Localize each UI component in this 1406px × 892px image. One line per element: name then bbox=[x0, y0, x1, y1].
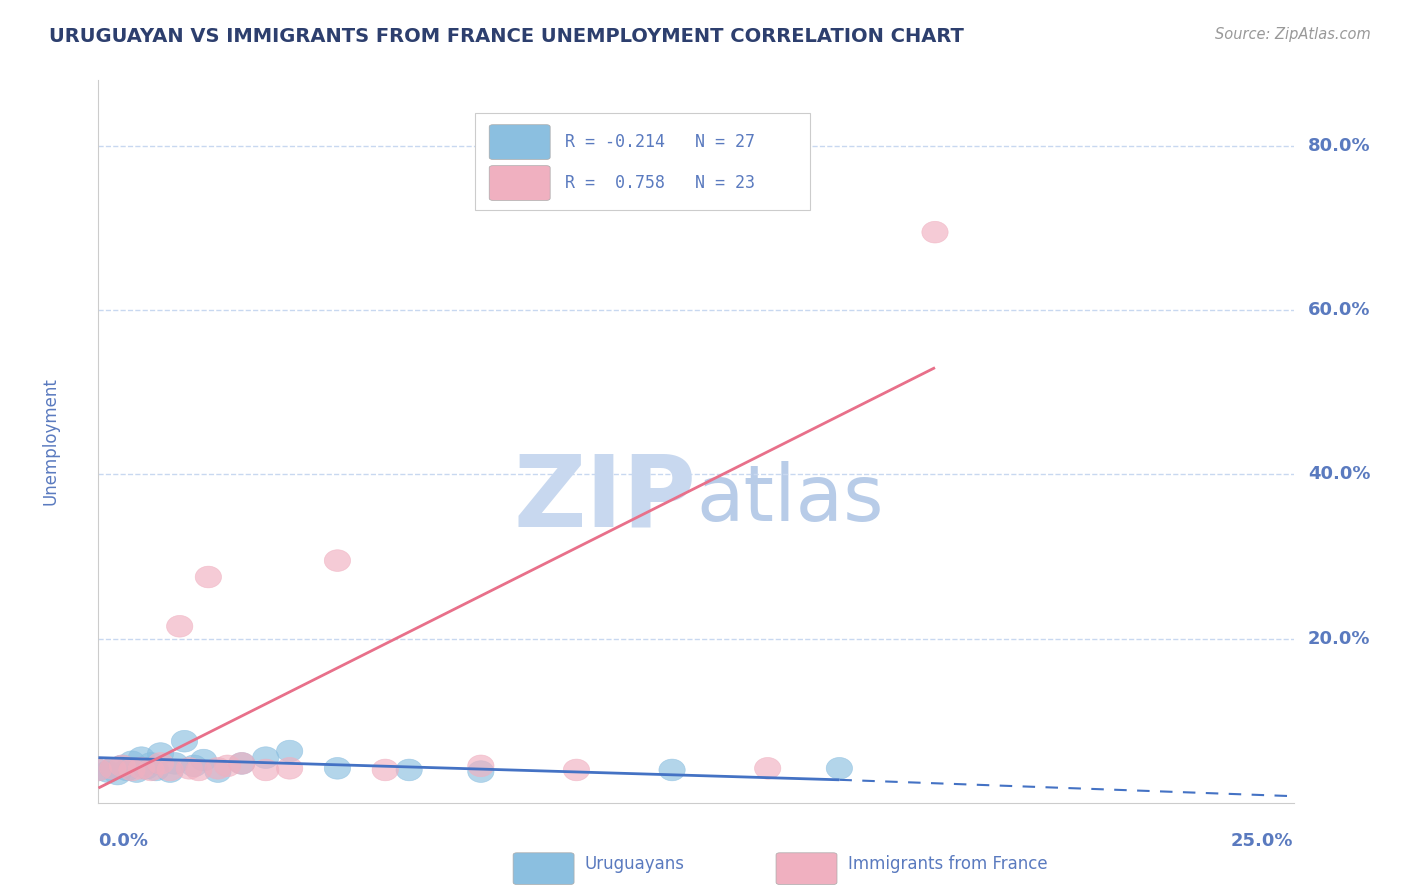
Ellipse shape bbox=[118, 751, 145, 772]
Ellipse shape bbox=[229, 753, 254, 774]
Ellipse shape bbox=[186, 759, 212, 780]
Ellipse shape bbox=[128, 747, 155, 769]
Ellipse shape bbox=[277, 740, 302, 762]
Ellipse shape bbox=[148, 743, 174, 764]
Ellipse shape bbox=[253, 747, 278, 769]
Ellipse shape bbox=[468, 755, 494, 777]
Ellipse shape bbox=[325, 757, 350, 779]
Text: 20.0%: 20.0% bbox=[1308, 630, 1371, 648]
Ellipse shape bbox=[110, 755, 135, 777]
Ellipse shape bbox=[172, 731, 198, 752]
Ellipse shape bbox=[190, 749, 217, 771]
Ellipse shape bbox=[253, 759, 278, 780]
Ellipse shape bbox=[205, 757, 231, 779]
FancyBboxPatch shape bbox=[489, 166, 550, 201]
Ellipse shape bbox=[229, 753, 254, 774]
Text: Uruguayans: Uruguayans bbox=[585, 855, 685, 873]
Text: Unemployment: Unemployment bbox=[42, 377, 59, 506]
Text: ZIP: ZIP bbox=[513, 450, 696, 548]
Text: Immigrants from France: Immigrants from France bbox=[848, 855, 1047, 873]
Ellipse shape bbox=[157, 759, 183, 780]
Text: URUGUAYAN VS IMMIGRANTS FROM FRANCE UNEMPLOYMENT CORRELATION CHART: URUGUAYAN VS IMMIGRANTS FROM FRANCE UNEM… bbox=[49, 27, 965, 45]
Ellipse shape bbox=[86, 759, 111, 780]
Ellipse shape bbox=[176, 757, 202, 779]
Ellipse shape bbox=[162, 753, 188, 774]
Ellipse shape bbox=[94, 761, 121, 782]
Ellipse shape bbox=[114, 759, 141, 780]
Ellipse shape bbox=[396, 759, 422, 780]
Ellipse shape bbox=[205, 761, 231, 782]
Ellipse shape bbox=[110, 755, 135, 777]
Text: R = -0.214   N = 27: R = -0.214 N = 27 bbox=[565, 133, 755, 151]
Ellipse shape bbox=[373, 759, 398, 780]
Text: Source: ZipAtlas.com: Source: ZipAtlas.com bbox=[1215, 27, 1371, 42]
Ellipse shape bbox=[118, 759, 145, 780]
Ellipse shape bbox=[148, 753, 174, 774]
Text: 25.0%: 25.0% bbox=[1232, 832, 1294, 850]
Text: 0.0%: 0.0% bbox=[98, 832, 149, 850]
FancyBboxPatch shape bbox=[513, 853, 574, 885]
Ellipse shape bbox=[827, 757, 852, 779]
Ellipse shape bbox=[104, 764, 131, 785]
Ellipse shape bbox=[468, 761, 494, 782]
Ellipse shape bbox=[325, 549, 350, 572]
Text: 80.0%: 80.0% bbox=[1308, 137, 1371, 155]
Text: atlas: atlas bbox=[696, 461, 883, 537]
Ellipse shape bbox=[181, 755, 207, 777]
Ellipse shape bbox=[166, 615, 193, 637]
Ellipse shape bbox=[157, 761, 183, 782]
Text: R =  0.758   N = 23: R = 0.758 N = 23 bbox=[565, 174, 755, 192]
Ellipse shape bbox=[100, 757, 127, 779]
Text: 40.0%: 40.0% bbox=[1308, 466, 1371, 483]
Ellipse shape bbox=[659, 759, 685, 780]
Ellipse shape bbox=[124, 761, 150, 782]
Ellipse shape bbox=[755, 757, 780, 779]
Ellipse shape bbox=[142, 759, 169, 780]
Ellipse shape bbox=[134, 757, 159, 779]
Ellipse shape bbox=[138, 759, 165, 780]
Ellipse shape bbox=[138, 753, 165, 774]
Ellipse shape bbox=[195, 566, 222, 588]
Ellipse shape bbox=[277, 757, 302, 779]
Ellipse shape bbox=[922, 221, 948, 243]
Ellipse shape bbox=[128, 757, 155, 779]
Text: 60.0%: 60.0% bbox=[1308, 301, 1371, 319]
FancyBboxPatch shape bbox=[489, 125, 550, 160]
Ellipse shape bbox=[214, 755, 240, 777]
Ellipse shape bbox=[86, 759, 111, 780]
FancyBboxPatch shape bbox=[475, 112, 810, 211]
Ellipse shape bbox=[100, 757, 127, 779]
Ellipse shape bbox=[564, 759, 589, 780]
FancyBboxPatch shape bbox=[776, 853, 837, 885]
